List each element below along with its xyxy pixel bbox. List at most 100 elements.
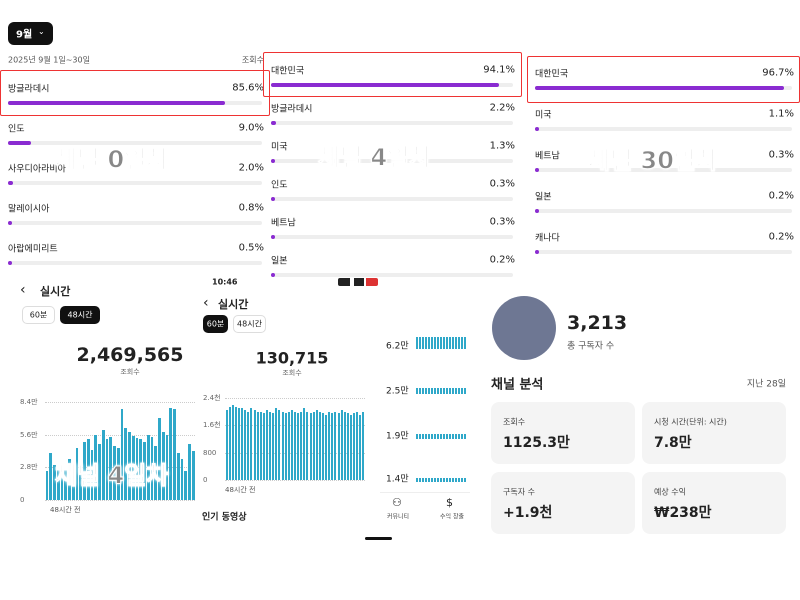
bar xyxy=(8,181,14,185)
back-button[interactable]: ‹ xyxy=(20,282,26,298)
video-views: 2.5만 xyxy=(386,386,409,397)
bar xyxy=(173,409,176,500)
country-percent: 0.2% xyxy=(768,231,794,243)
overlay-caption: 채널 0일차 xyxy=(54,145,169,174)
video-views: 1.9만 xyxy=(386,431,409,442)
country-name: 말레이시아 xyxy=(8,204,50,215)
bar xyxy=(281,411,284,480)
bar xyxy=(272,413,275,480)
period-label: 9월 xyxy=(16,29,33,41)
y-tick-label: 5.6만 xyxy=(20,430,38,439)
country-name: 일본 xyxy=(535,192,552,203)
bar xyxy=(8,221,12,225)
bar xyxy=(49,453,52,500)
nav-icon[interactable]: $ xyxy=(446,496,453,509)
highlight-box xyxy=(527,56,800,103)
bar xyxy=(349,415,353,480)
metric-card[interactable] xyxy=(642,402,786,464)
start-label: 48시간 전 xyxy=(50,506,81,514)
bar xyxy=(128,432,131,500)
metric-card[interactable] xyxy=(491,472,635,534)
bar xyxy=(109,437,112,500)
bar-track xyxy=(271,235,513,239)
country-percent: 0.5% xyxy=(238,242,264,254)
range-tab-label: 60분 xyxy=(29,310,48,320)
country-name: 대한민국 xyxy=(535,69,569,80)
y-tick-label: 2.4천 xyxy=(203,394,221,402)
bar xyxy=(98,444,101,500)
bar-track xyxy=(535,209,792,213)
country-percent: 0.8% xyxy=(238,202,264,214)
bar xyxy=(116,447,120,500)
bar xyxy=(356,411,359,480)
grid-line xyxy=(45,402,195,403)
bar-track xyxy=(271,197,513,201)
grid-line xyxy=(45,467,195,469)
bar xyxy=(269,411,272,480)
sparkline xyxy=(416,478,466,482)
bar xyxy=(131,435,135,500)
bar xyxy=(124,427,127,500)
bar xyxy=(56,467,60,500)
bar xyxy=(241,408,244,480)
bar xyxy=(290,409,293,480)
country-percent: 9.0% xyxy=(238,122,264,134)
bar xyxy=(275,408,278,480)
bar xyxy=(321,413,325,480)
bar xyxy=(188,444,191,500)
bar xyxy=(312,411,315,480)
card-value: ₩238만 xyxy=(654,505,712,521)
bar xyxy=(101,430,105,500)
bar xyxy=(262,413,265,480)
metric-card[interactable] xyxy=(642,472,786,534)
overlay-caption: 채널 30일차 xyxy=(587,146,719,175)
bar xyxy=(253,409,256,480)
bar xyxy=(139,439,142,500)
bar xyxy=(306,411,309,480)
country-percent: 85.6% xyxy=(232,82,264,94)
range-tab[interactable] xyxy=(60,306,100,324)
bar xyxy=(244,409,247,480)
country-percent: 1.1% xyxy=(768,108,794,120)
bar xyxy=(353,413,356,480)
nav-icon[interactable]: ⚇ xyxy=(392,496,402,509)
range-tab-label: 48시간 xyxy=(237,319,262,329)
country-name: 캐나다 xyxy=(535,233,560,244)
home-indicator xyxy=(365,537,392,540)
country-name: 방글라데시 xyxy=(271,104,313,115)
status-icons xyxy=(338,278,378,286)
bar-track xyxy=(535,168,792,172)
bar xyxy=(334,411,337,480)
page-title: 실시간 xyxy=(40,285,71,298)
bar xyxy=(79,465,82,500)
y-tick-label: 1.6천 xyxy=(203,421,221,430)
bar xyxy=(176,453,180,500)
y-tick-label: 0 xyxy=(20,496,25,504)
bar xyxy=(271,159,275,163)
video-views: 6.2만 xyxy=(386,341,409,352)
back-button[interactable]: ‹ xyxy=(203,295,209,311)
sparkline xyxy=(416,337,466,349)
bar xyxy=(359,415,362,480)
range-tab[interactable] xyxy=(203,315,228,333)
nav-divider xyxy=(380,492,470,493)
bar xyxy=(265,409,269,480)
bar xyxy=(271,121,277,125)
range-tab[interactable] xyxy=(233,315,266,333)
range-tab-label: 60분 xyxy=(206,319,225,329)
bar xyxy=(184,470,187,500)
sparkline xyxy=(416,388,466,394)
country-percent: 0.3% xyxy=(768,149,794,161)
metric-label: 조회수 xyxy=(120,368,140,376)
nav-label: 수익 창출 xyxy=(440,513,464,521)
period-dropdown[interactable] xyxy=(8,22,53,45)
sparkline xyxy=(416,434,466,439)
metric-card[interactable] xyxy=(491,402,635,464)
grid-line xyxy=(45,500,195,501)
bar xyxy=(278,409,281,480)
bar xyxy=(158,418,161,500)
range-tab[interactable] xyxy=(22,306,55,324)
country-percent: 0.2% xyxy=(489,254,515,266)
bar xyxy=(8,141,31,145)
